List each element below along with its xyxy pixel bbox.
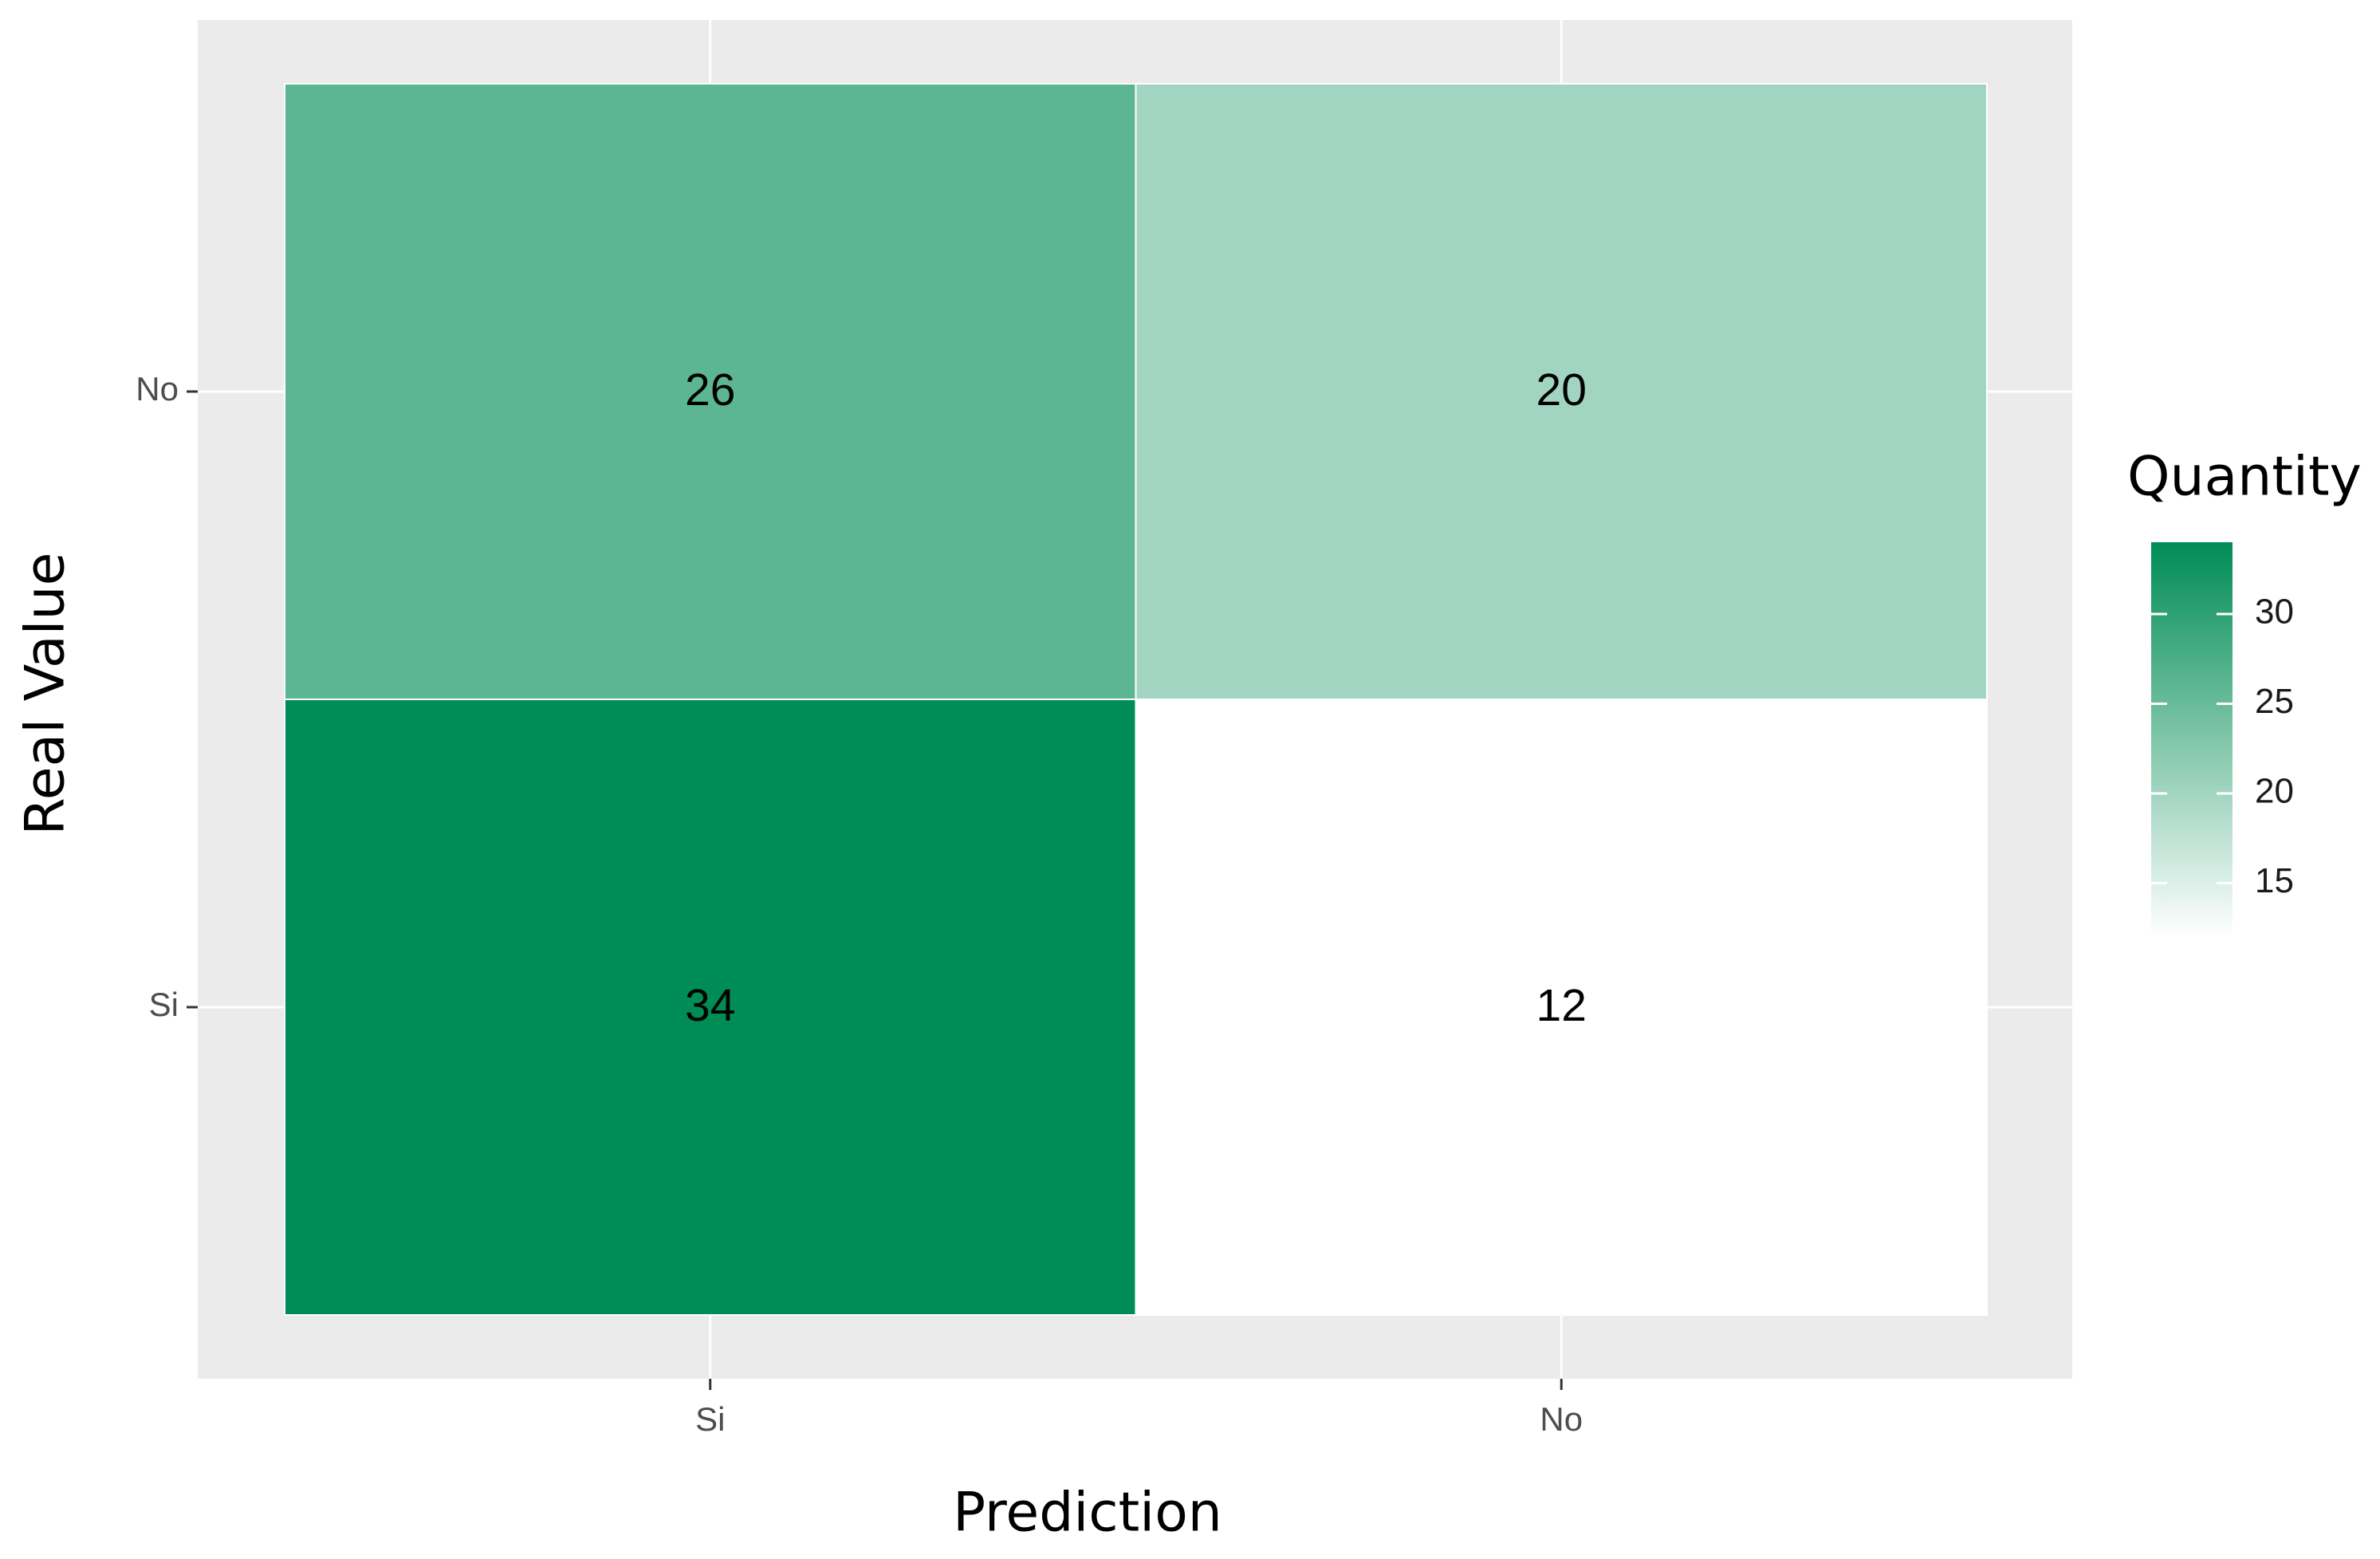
legend-title: Quantity — [2127, 446, 2362, 509]
colorbar-tick-label: 20 — [2255, 772, 2294, 811]
heatmap-cell — [1135, 699, 1988, 1316]
colorbar-tick-label: 30 — [2255, 592, 2294, 632]
colorbar-tick-label: 15 — [2255, 861, 2294, 900]
y-axis-title: Real Value — [14, 553, 77, 836]
cell-label: 20 — [1536, 364, 1587, 415]
cell-label: 34 — [685, 980, 735, 1031]
heatmap-cell — [284, 699, 1137, 1316]
heatmap-cell — [284, 83, 1137, 700]
x-axis-title: Prediction — [953, 1482, 1222, 1545]
colorbar — [2151, 542, 2232, 937]
y-tick-label: No — [136, 370, 179, 407]
cell-label: 26 — [685, 364, 735, 415]
x-tick-label: Si — [695, 1400, 725, 1438]
colorbar-tick-label: 25 — [2255, 682, 2294, 721]
x-tick-label: No — [1540, 1400, 1583, 1438]
y-tick-label: Si — [149, 986, 179, 1023]
heatmap-cell — [1135, 83, 1988, 700]
cell-label: 12 — [1536, 980, 1587, 1031]
